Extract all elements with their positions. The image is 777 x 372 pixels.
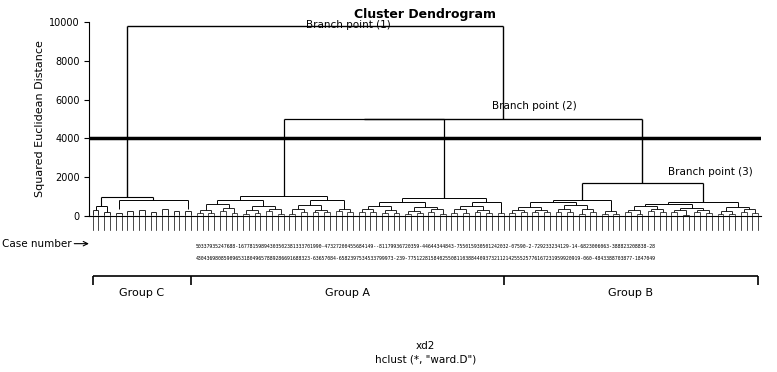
Y-axis label: Squared Euclidean Distance: Squared Euclidean Distance bbox=[35, 41, 45, 198]
Text: Group B: Group B bbox=[608, 288, 653, 298]
Text: Group A: Group A bbox=[325, 288, 370, 298]
Text: 4304369808590965318049657889286691688323-63657084-6582397534533799973-239-775122: 4304369808590965318049657889286691688323… bbox=[195, 256, 656, 261]
Text: xd2
hclust (*, "ward.D"): xd2 hclust (*, "ward.D") bbox=[375, 341, 476, 365]
Title: Cluster Dendrogram: Cluster Dendrogram bbox=[354, 8, 497, 21]
Text: Group C: Group C bbox=[120, 288, 165, 298]
Text: Branch point (2): Branch point (2) bbox=[492, 101, 577, 111]
Text: 50337935247688-16778159894303502381333701990-47327200455684149--81179936720359-4: 50337935247688-1677815989430350238133370… bbox=[195, 244, 656, 249]
Text: Case number: Case number bbox=[2, 239, 71, 248]
Text: Branch point (3): Branch point (3) bbox=[668, 167, 753, 177]
Text: Branch point (1): Branch point (1) bbox=[305, 20, 390, 30]
